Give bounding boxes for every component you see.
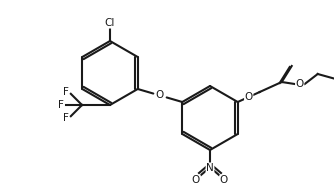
Text: N: N [206, 163, 214, 173]
Text: F: F [63, 113, 69, 123]
Text: O: O [244, 92, 253, 102]
Text: O: O [156, 91, 164, 100]
Text: O: O [220, 175, 228, 185]
Text: F: F [58, 100, 64, 110]
Text: Cl: Cl [105, 18, 115, 28]
Text: O: O [296, 79, 304, 89]
Text: O: O [192, 175, 200, 185]
Text: F: F [63, 87, 69, 97]
